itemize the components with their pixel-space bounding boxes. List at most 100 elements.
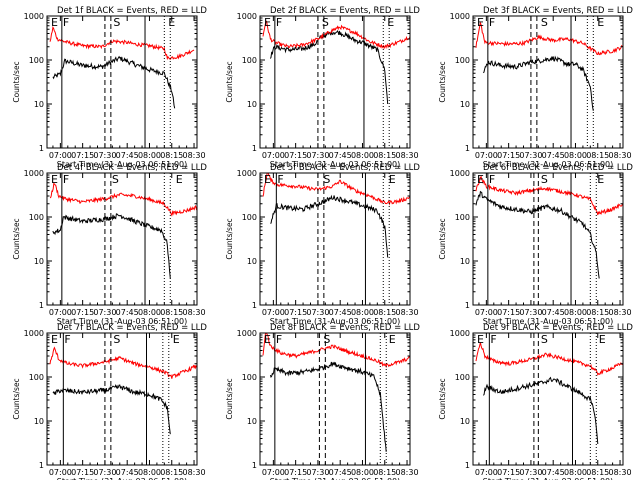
x-tick-label: 07:15 [497,308,520,317]
y-tick-label: 100 [29,373,44,382]
plot-frame [46,15,198,149]
marker-label-f: F [63,16,69,29]
x-tick-label: 07:45 [329,151,352,160]
x-tick-label: 08:30 [395,468,418,477]
x-tick-label: 07:15 [71,308,94,317]
panel-title: Det 4f BLACK = Events, RED = LLD [57,163,207,173]
marker-label-e1: E [51,16,58,29]
x-tick-label: 08:15 [586,308,609,317]
events-series-line [52,55,176,109]
y-tick-label: 1000 [237,329,257,338]
events-series-line [269,30,389,105]
x-tick-label: 07:00 [475,151,498,160]
y-tick-label: 10 [247,257,257,266]
plot-area [262,173,410,258]
x-tick-label: 07:30 [306,151,329,160]
x-tick-label: 07:15 [284,308,307,317]
plot-frame [472,332,624,466]
y-axis-label: Counts/sec [225,61,234,102]
events-series-line [482,55,594,111]
y-axis-label: Counts/sec [12,378,21,419]
marker-label-e2: E [389,173,396,186]
lld-series-line [49,182,197,217]
y-axis-label: Counts/sec [12,61,21,102]
x-tick-label: 07:00 [49,151,72,160]
y-tick-label: 10 [34,100,44,109]
x-tick-label: 08:00 [351,468,374,477]
marker-label-f: F [489,16,495,29]
lld-series-line [475,175,623,216]
y-tick-label: 100 [242,373,257,382]
marker-label-e2: E [173,333,180,346]
x-tick-label: 08:00 [138,468,161,477]
x-axis-label: Start Time (31-Aug-03 06:51:00) [483,160,614,169]
x-tick-label: 07:15 [71,151,94,160]
x-tick-label: 07:45 [329,308,352,317]
x-tick-label: 08:15 [160,468,183,477]
y-tick-label: 1000 [24,12,44,21]
x-tick-label: 08:30 [182,308,205,317]
x-tick-label: 08:15 [160,151,183,160]
panel-title: Det 3f BLACK = Events, RED = LLD [483,6,633,16]
plot-area [49,25,195,109]
panel-title: Det 2f BLACK = Events, RED = LLD [270,6,420,16]
events-series-line [269,361,387,452]
y-tick-label: 100 [455,373,470,382]
x-tick-label: 08:30 [608,308,631,317]
x-tick-label: 08:00 [564,308,587,317]
plot-area [262,20,410,105]
x-axis-label: Start Time (31-Aug-03 06:51:00) [270,317,401,326]
y-tick-label: 10 [460,257,470,266]
y-tick-label: 100 [455,213,470,222]
x-tick-label: 07:00 [49,308,72,317]
marker-label-f: F [490,333,496,346]
x-axis-label: Start Time (31-Aug-03 06:51:00) [270,477,401,480]
marker-label-e2: E [387,16,394,29]
x-axis-label: Start Time (31-Aug-03 06:51:00) [483,317,614,326]
lld-series-line [475,21,623,56]
marker-label-e2: E [599,333,606,346]
events-series-line [475,190,600,279]
y-tick-label: 1 [39,144,44,153]
marker-label-e1: E [477,173,484,186]
events-series-line [270,194,389,258]
x-tick-label: 08:00 [351,308,374,317]
marker-label-f: F [489,173,495,186]
panel-title: Det 9f BLACK = Events, RED = LLD [483,323,633,333]
y-tick-label: 10 [34,257,44,266]
x-tick-label: 07:30 [519,308,542,317]
plot-frame [259,172,411,306]
y-tick-label: 1000 [450,169,470,178]
x-tick-label: 08:00 [351,151,374,160]
marker-label-s: S [113,333,120,346]
x-tick-label: 07:00 [262,468,285,477]
x-tick-label: 08:00 [138,308,161,317]
x-tick-label: 07:30 [93,308,116,317]
plot-area [49,182,197,279]
events-series-line [482,376,599,445]
y-tick-label: 1 [465,461,470,470]
marker-label-e1: E [264,173,271,186]
y-tick-label: 100 [29,56,44,65]
plot-frame [472,172,624,306]
y-tick-label: 1 [465,144,470,153]
x-tick-label: 08:15 [373,151,396,160]
marker-label-s: S [541,333,548,346]
y-tick-label: 10 [34,417,44,426]
x-tick-label: 07:00 [262,308,285,317]
y-tick-label: 100 [242,213,257,222]
marker-label-e2: E [168,16,175,29]
x-tick-label: 08:30 [182,151,205,160]
x-tick-label: 07:15 [284,151,307,160]
x-tick-label: 08:30 [608,468,631,477]
x-tick-label: 08:30 [608,151,631,160]
x-tick-label: 07:30 [519,151,542,160]
y-tick-label: 1000 [24,329,44,338]
marker-label-s: S [323,333,330,346]
x-tick-label: 08:15 [373,308,396,317]
